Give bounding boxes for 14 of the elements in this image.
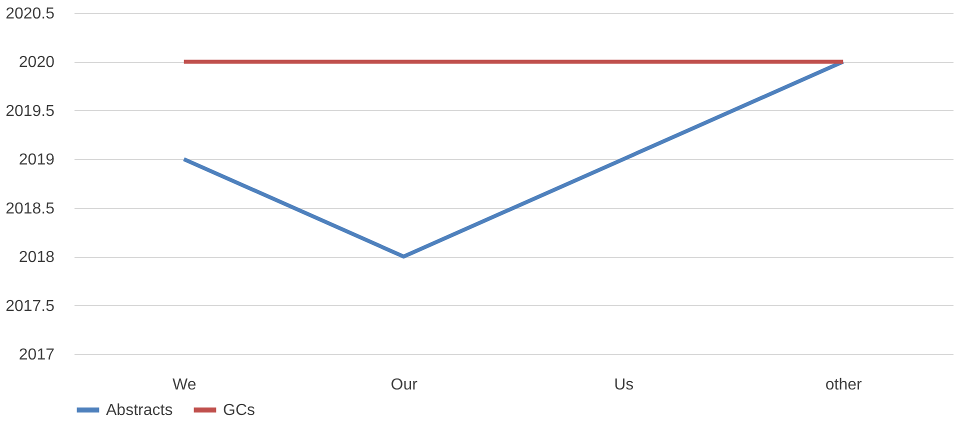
y-tick-label: 2020 <box>18 54 55 72</box>
x-tick-label: Our <box>390 376 418 394</box>
x-tick-label: other <box>825 376 863 394</box>
y-tick-label: 2017.5 <box>6 298 55 315</box>
y-tick-label: 2019.5 <box>6 102 55 120</box>
x-tick-label: We <box>172 376 196 394</box>
y-tick-label: 2019 <box>18 152 55 169</box>
y-tick-label: 2018.5 <box>6 200 55 218</box>
y-tick-label: 2017 <box>18 346 55 364</box>
y-tick-label: 2020.5 <box>6 6 55 22</box>
legend-label: GCs <box>223 402 255 419</box>
legend-label: Abstracts <box>106 402 173 419</box>
y-tick-label: 2018 <box>18 249 55 266</box>
x-tick-label: Us <box>614 376 634 394</box>
